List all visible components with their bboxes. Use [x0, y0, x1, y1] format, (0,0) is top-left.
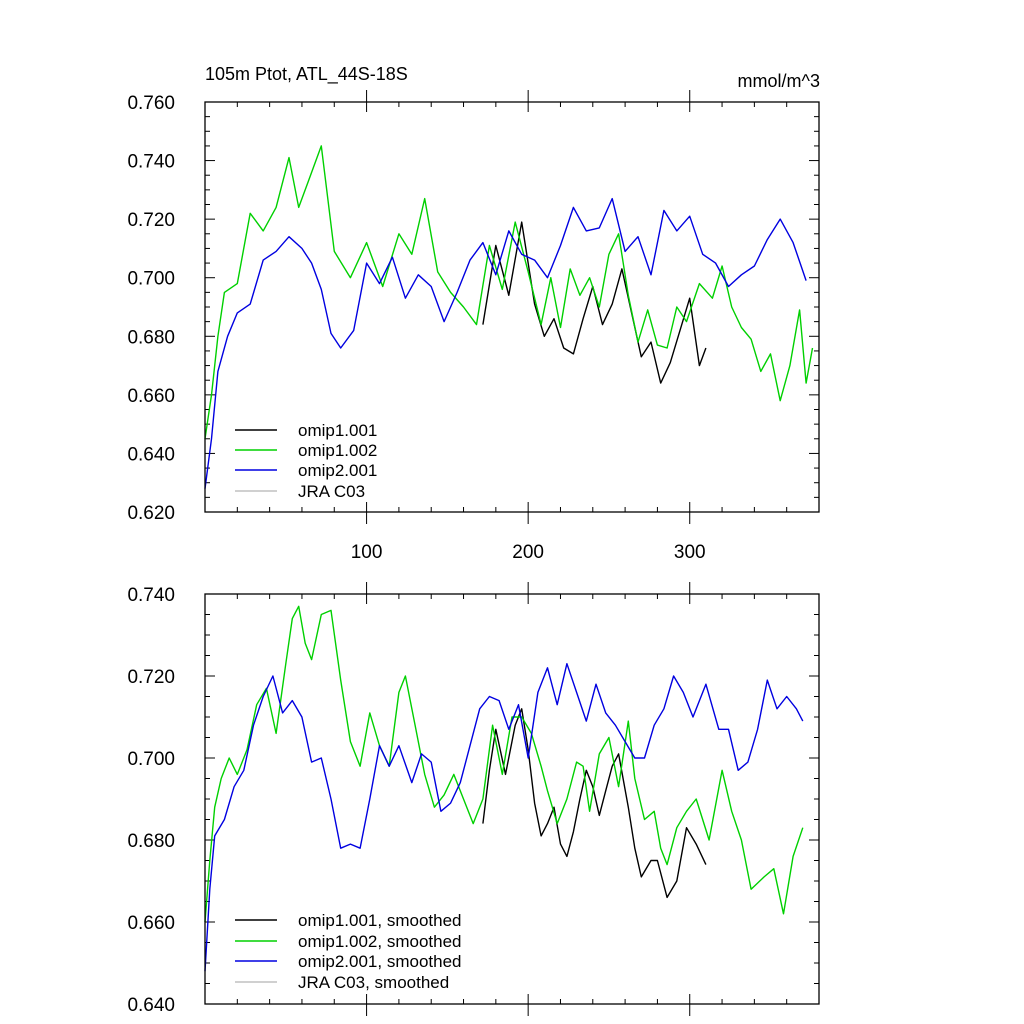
legend-label-jra-c03-smoothed: JRA C03, smoothed — [298, 973, 449, 992]
bottom-chart-legend: omip1.001, smoothed omip1.002, smoothed … — [235, 911, 462, 992]
bottom-chart-frame — [204, 593, 820, 1005]
x-tick-label: 300 — [674, 542, 706, 563]
y-tick-label: 0.680 — [127, 327, 175, 348]
top-chart-frame — [204, 101, 820, 513]
y-tick-label: 0.740 — [127, 585, 175, 606]
top-chart-title: 105m Ptot, ATL_44S-18S — [205, 64, 408, 85]
top-chart-legend: omip1.001 omip1.002 omip2.001 JRA C03 — [235, 421, 377, 501]
y-tick-label: 0.700 — [127, 749, 175, 770]
bottom-chart-panel: 0.640 0.660 0.680 0.700 0.720 0.740 omip1.001… — [127, 582, 820, 1016]
y-tick-label: 0.640 — [127, 444, 175, 465]
series-line-omip1-001 — [482, 221, 707, 384]
series-line-omip2-001-smoothed — [204, 663, 804, 972]
legend-label-omip2-001-smoothed: omip2.001, smoothed — [298, 952, 462, 971]
legend-label-omip1-002-smoothed: omip1.002, smoothed — [298, 932, 462, 951]
y-tick-label: 0.700 — [127, 269, 175, 290]
legend-label-omip1-001-smoothed: omip1.001, smoothed — [298, 911, 462, 930]
legend-label-jra-c03: JRA C03 — [298, 482, 365, 501]
x-tick-label: 100 — [351, 542, 383, 563]
y-tick-label: 0.680 — [127, 831, 175, 852]
top-chart-panel: 105m Ptot, ATL_44S-18S mmol/m^3 0.620 0.6… — [127, 64, 820, 563]
top-chart-units: mmol/m^3 — [738, 71, 820, 91]
y-tick-label: 0.640 — [127, 995, 175, 1016]
y-tick-label: 0.720 — [127, 667, 175, 688]
y-tick-label: 0.620 — [127, 503, 175, 524]
y-tick-label: 0.760 — [127, 93, 175, 114]
y-tick-label: 0.660 — [127, 386, 175, 407]
series-line-omip1-002-smoothed — [204, 605, 804, 923]
y-tick-label: 0.660 — [127, 913, 175, 934]
legend-label-omip2-001: omip2.001 — [298, 461, 377, 480]
legend-label-omip1-001: omip1.001 — [298, 421, 377, 440]
series-line-omip1-002 — [204, 145, 814, 439]
series-line-omip2-001 — [204, 197, 807, 489]
series-line-omip1-001-smoothed — [482, 708, 707, 899]
y-tick-label: 0.720 — [127, 210, 175, 231]
x-tick-label: 200 — [512, 542, 544, 563]
y-tick-label: 0.740 — [127, 152, 175, 173]
legend-label-omip1-002: omip1.002 — [298, 441, 377, 460]
